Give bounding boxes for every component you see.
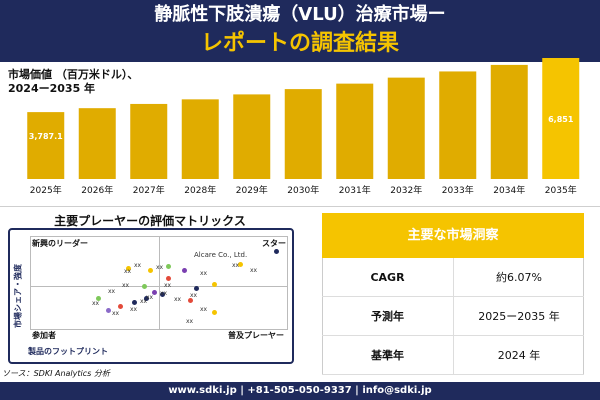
- company-point: [106, 308, 111, 313]
- bar-2034年: [490, 64, 528, 179]
- report-title: 静脈性下肢潰瘍（VLU）治療市場ー: [154, 4, 446, 25]
- x-tick-label: 2031年: [339, 184, 371, 196]
- company-label: xx: [232, 262, 240, 269]
- x-tick-label: 2033年: [442, 184, 474, 196]
- company-point: [274, 249, 279, 254]
- company-point: [188, 298, 193, 303]
- company-point: [160, 292, 165, 297]
- bar-2032年: [387, 77, 425, 179]
- bar-2026年: [78, 108, 116, 179]
- bar-2030年: [284, 89, 322, 179]
- quadrant-emerging-leaders: 新興のリーダー: [32, 239, 88, 248]
- report-header: 静脈性下肢潰瘍（VLU）治療市場ー レポートの調査結果: [0, 0, 600, 62]
- quadrant-participants: 参加者: [32, 331, 56, 340]
- evaluation-matrix: [8, 228, 294, 364]
- company-point: [152, 290, 157, 295]
- company-label: xx: [164, 282, 172, 289]
- data-label: 3,787.1: [29, 132, 63, 141]
- company-label: xx: [146, 294, 154, 301]
- matrix-y-axis-label: 市場シェア・強度: [13, 264, 23, 328]
- report-subtitle: レポートの調査結果: [200, 31, 399, 56]
- x-tick-label: 2026年: [81, 184, 113, 196]
- quadrant-stars: スター: [262, 239, 286, 248]
- x-tick-label: 2025年: [30, 184, 62, 196]
- x-tick-label: 2032年: [390, 184, 422, 196]
- x-tick-label: 2029年: [236, 184, 268, 196]
- matrix-title: 主要プレーヤーの評価マトリックス: [54, 214, 246, 228]
- market-value-bar-chart: 2025年 3,787.1 2026年 2027年 2028年 2029年 2030年 203…: [27, 58, 580, 196]
- x-tick-label: 2028年: [184, 184, 216, 196]
- insights-title: 主要な市場洞察: [322, 213, 584, 258]
- company-point: [126, 266, 131, 271]
- chart-y-label-line2: 2024ー2035 年: [8, 82, 96, 95]
- company-point: [212, 282, 217, 287]
- company-point: [182, 268, 187, 273]
- company-label: xx: [92, 300, 100, 307]
- quadrant-pervasive-players: 普及プレーヤー: [228, 331, 284, 340]
- insight-key: CAGR: [370, 270, 405, 284]
- company-label: xx: [190, 292, 198, 299]
- chart-y-label: 市場価値 （百万米ドル）、 2024ー2035 年: [8, 68, 138, 96]
- insight-row-base-year: 基準年 2024 年: [322, 336, 584, 375]
- chart-y-label-line1: 市場価値 （百万米ドル）、: [8, 68, 139, 81]
- insight-row-forecast: 予測年 2025ー2035 年: [322, 297, 584, 336]
- highlight-company-label: Alcare Co., Ltd.: [194, 251, 248, 259]
- insight-value: 2025ー2035 年: [453, 297, 584, 335]
- section-divider: [0, 206, 600, 207]
- x-tick-label: 2035年: [545, 184, 577, 196]
- company-label: xx: [250, 267, 258, 274]
- company-label: xx: [200, 270, 208, 277]
- x-tick-label: 2030年: [287, 184, 319, 196]
- quadrant-divider-vertical: [159, 237, 160, 329]
- company-point: [148, 268, 153, 273]
- company-label: xx: [130, 306, 138, 313]
- company-point: [238, 262, 243, 267]
- company-label: xx: [112, 310, 120, 317]
- company-point: [212, 310, 217, 315]
- bar-2035年: [542, 58, 580, 179]
- company-label: xx: [156, 264, 164, 271]
- company-label: xx: [134, 262, 142, 269]
- bar-2029年: [233, 94, 271, 179]
- data-label: 6,851: [548, 115, 574, 124]
- matrix-x-axis-label: 製品のフットプリント: [28, 347, 108, 356]
- company-point: [132, 300, 137, 305]
- insight-value: 2024 年: [453, 336, 584, 374]
- insight-row-cagr: CAGR 約6.07%: [322, 258, 584, 297]
- company-label: xx: [108, 288, 116, 295]
- company-label: xx: [200, 306, 208, 313]
- company-point: [166, 276, 171, 281]
- company-point: [144, 296, 149, 301]
- company-label: xx: [122, 282, 130, 289]
- company-label: xx: [124, 268, 132, 275]
- bar-2033年: [439, 71, 477, 179]
- company-label: xx: [140, 298, 148, 305]
- insight-key: 基準年: [371, 349, 404, 362]
- company-point: [194, 286, 199, 291]
- matrix-quadrants: [30, 236, 288, 330]
- source-note: ソース：SDKI Analytics 分析: [2, 369, 110, 378]
- contact-footer: www.sdki.jp | +81-505-050-9337 | info@sd…: [0, 382, 600, 400]
- insight-key: 予測年: [371, 310, 404, 323]
- company-point: [118, 304, 123, 309]
- bar-2025年: [27, 112, 65, 179]
- company-label: xx: [174, 296, 182, 303]
- x-tick-label: 2034年: [493, 184, 525, 196]
- insight-value: 約6.07%: [453, 258, 584, 296]
- company-label: xx: [160, 290, 168, 297]
- bar-2031年: [336, 83, 374, 179]
- company-point: [142, 284, 147, 289]
- company-label: xx: [186, 318, 194, 325]
- company-point: [96, 296, 101, 301]
- company-point: [166, 264, 171, 269]
- bar-2028年: [181, 99, 219, 179]
- x-tick-label: 2027年: [133, 184, 165, 196]
- bar-2027年: [130, 103, 168, 179]
